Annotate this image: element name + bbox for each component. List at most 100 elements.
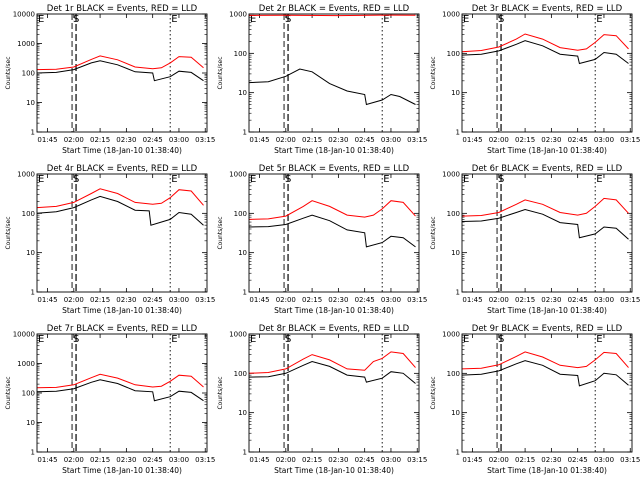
event-marker-label: S [73,334,79,345]
event-marker-label: E [596,334,602,345]
plot-frame [248,333,420,453]
plot-frame [36,333,208,453]
x-tick-label: 02:30 [541,296,561,304]
x-tick-label: 02:30 [116,136,136,144]
x-tick-label: 01:45 [249,456,269,464]
x-tick-label: 02:15 [90,456,110,464]
y-tick-label: 1 [31,449,35,457]
series-line [248,214,416,248]
series-line [461,33,629,53]
y-tick-label: 10 [26,249,35,257]
x-tick-label: 03:15 [195,136,215,144]
y-tick-label: 10000 [13,331,35,339]
plot-frame [36,173,208,293]
x-tick-label: 02:15 [515,136,535,144]
y-tick-label: 1000 [229,11,247,19]
chart-title: Det 8r BLACK = Events, RED = LLD [259,324,410,334]
x-tick-label: 03:00 [169,296,189,304]
series-line [461,40,629,65]
y-tick-label: 1 [456,449,460,457]
event-marker-label: E [38,334,44,345]
event-marker-label: S [285,174,291,185]
event-marker-label: S [285,14,291,25]
event-marker-label: E [463,174,469,185]
x-tick-label: 02:15 [302,456,322,464]
x-tick-label: 02:45 [568,136,588,144]
series-line [461,360,629,387]
y-tick-label: 1000 [229,331,247,339]
x-axis-label: Start Time (18-Jan-10 01:38:40) [274,466,394,475]
x-tick-label: 03:15 [620,456,640,464]
y-tick-label: 1000 [17,360,35,368]
y-tick-label: 1000 [442,171,460,179]
x-tick-label: 03:00 [169,456,189,464]
detector-chart: Det 2r BLACK = Events, RED = LLD Counts/s… [217,4,427,155]
event-marker-label: E [383,334,389,345]
event-marker-label: E [250,174,256,185]
y-axis-label: Counts/sec [430,56,437,89]
chart-title: Det 5r BLACK = Events, RED = LLD [259,164,410,174]
plot-frame [36,13,208,133]
x-tick-label: 03:00 [594,296,614,304]
x-tick-label: 02:30 [328,136,348,144]
x-tick-label: 02:30 [541,456,561,464]
x-tick-label: 02:45 [355,296,375,304]
x-tick-label: 02:00 [64,456,84,464]
event-marker-label: S [498,174,504,185]
x-axis-label: Start Time (18-Jan-10 01:38:40) [487,306,607,315]
detector-chart: Det 3r BLACK = Events, RED = LLD Counts/s… [430,4,640,155]
chart-title: Det 9r BLACK = Events, RED = LLD [472,324,623,334]
plot-frame [461,13,633,133]
y-tick-label: 100 [22,390,35,398]
x-tick-label: 02:00 [276,456,296,464]
event-marker-label: E [383,14,389,25]
y-axis-label: Counts/sec [430,216,437,249]
detector-chart: Det 1r BLACK = Events, RED = LLD Counts/s… [5,4,215,155]
y-tick-label: 100 [447,50,460,58]
x-tick-label: 02:30 [116,296,136,304]
x-tick-label: 01:45 [462,136,482,144]
series-line [248,351,416,374]
x-tick-label: 02:15 [90,296,110,304]
y-tick-label: 1 [456,129,460,137]
x-tick-label: 03:00 [169,136,189,144]
event-marker-label: E [463,334,469,345]
series-line [36,60,204,82]
chart-title: Det 6r BLACK = Events, RED = LLD [472,164,623,174]
chart-title: Det 4r BLACK = Events, RED = LLD [47,164,198,174]
plot-frame [248,173,420,293]
x-tick-label: 03:15 [620,136,640,144]
x-tick-label: 03:15 [407,456,427,464]
event-marker-label: E [596,14,602,25]
x-tick-label: 02:15 [302,296,322,304]
y-tick-label: 10 [26,419,35,427]
chart-title: Det 3r BLACK = Events, RED = LLD [472,4,623,14]
chart-title: Det 7r BLACK = Events, RED = LLD [47,324,198,334]
x-tick-label: 03:15 [620,296,640,304]
y-tick-label: 10 [451,89,460,97]
y-axis-label: Counts/sec [217,56,224,89]
chart-title: Det 2r BLACK = Events, RED = LLD [259,4,410,14]
y-tick-label: 1 [243,129,247,137]
event-marker-label: E [463,14,469,25]
y-tick-label: 1000 [442,11,460,19]
x-tick-label: 02:45 [143,296,163,304]
y-tick-label: 10 [238,409,247,417]
y-tick-label: 100 [447,370,460,378]
y-tick-label: 10 [451,409,460,417]
x-axis-label: Start Time (18-Jan-10 01:38:40) [62,466,182,475]
x-tick-label: 02:30 [116,456,136,464]
y-tick-label: 100 [447,210,460,218]
event-marker-label: S [73,174,79,185]
x-axis-label: Start Time (18-Jan-10 01:38:40) [274,146,394,155]
y-tick-label: 1000 [229,171,247,179]
x-tick-label: 02:15 [515,296,535,304]
event-marker-label: E [38,174,44,185]
event-marker-label: E [250,14,256,25]
y-tick-label: 1 [243,449,247,457]
series-line [248,360,416,384]
event-marker-label: E [383,174,389,185]
detector-chart: Det 9r BLACK = Events, RED = LLD Counts/s… [430,324,640,475]
x-tick-label: 02:00 [489,136,509,144]
x-tick-label: 01:45 [462,456,482,464]
